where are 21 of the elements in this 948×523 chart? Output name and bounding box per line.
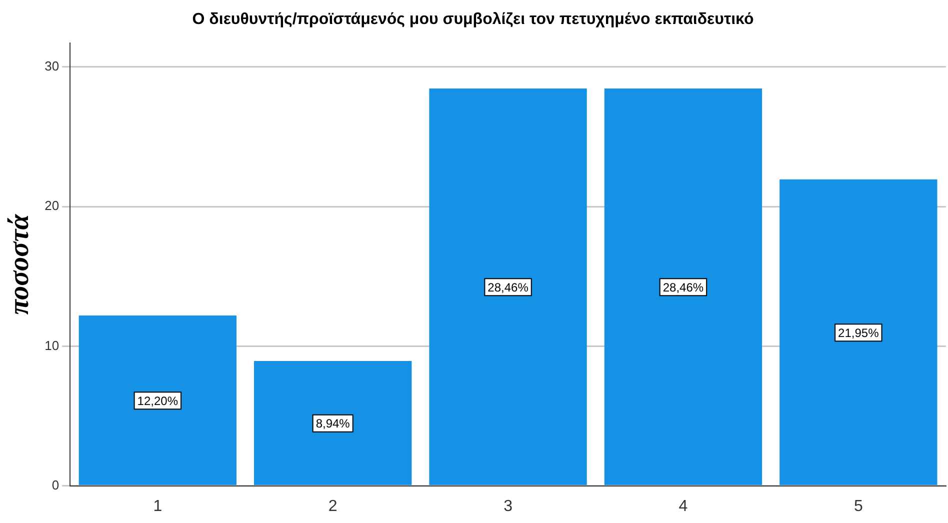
x-tick-label: 4 — [678, 498, 688, 515]
x-tick-label: 2 — [328, 498, 338, 515]
data-label: 8,94% — [316, 416, 350, 431]
data-label: 28,46% — [662, 280, 704, 294]
chart-title: Ο διευθυντής/προϊστάμενός μου συμβολίζει τον πετυχημένο εκπαιδευτικό — [192, 11, 754, 28]
bar — [429, 88, 587, 486]
x-tick-label: 5 — [854, 498, 863, 515]
bar — [604, 88, 762, 486]
y-axis-title: ποσοστά — [4, 214, 36, 315]
bar — [780, 179, 938, 486]
bar — [78, 315, 236, 486]
x-tick-label: 1 — [153, 498, 162, 515]
data-label: 21,95% — [838, 326, 880, 340]
data-label: 28,46% — [488, 280, 529, 294]
y-tick-label: 10 — [44, 338, 60, 353]
x-tick-label: 3 — [504, 498, 513, 515]
data-label: 12,20% — [137, 394, 178, 408]
y-tick-label: 30 — [44, 58, 60, 74]
bar — [254, 360, 412, 486]
y-tick-label: 0 — [52, 477, 60, 492]
y-tick-label: 20 — [44, 198, 60, 214]
